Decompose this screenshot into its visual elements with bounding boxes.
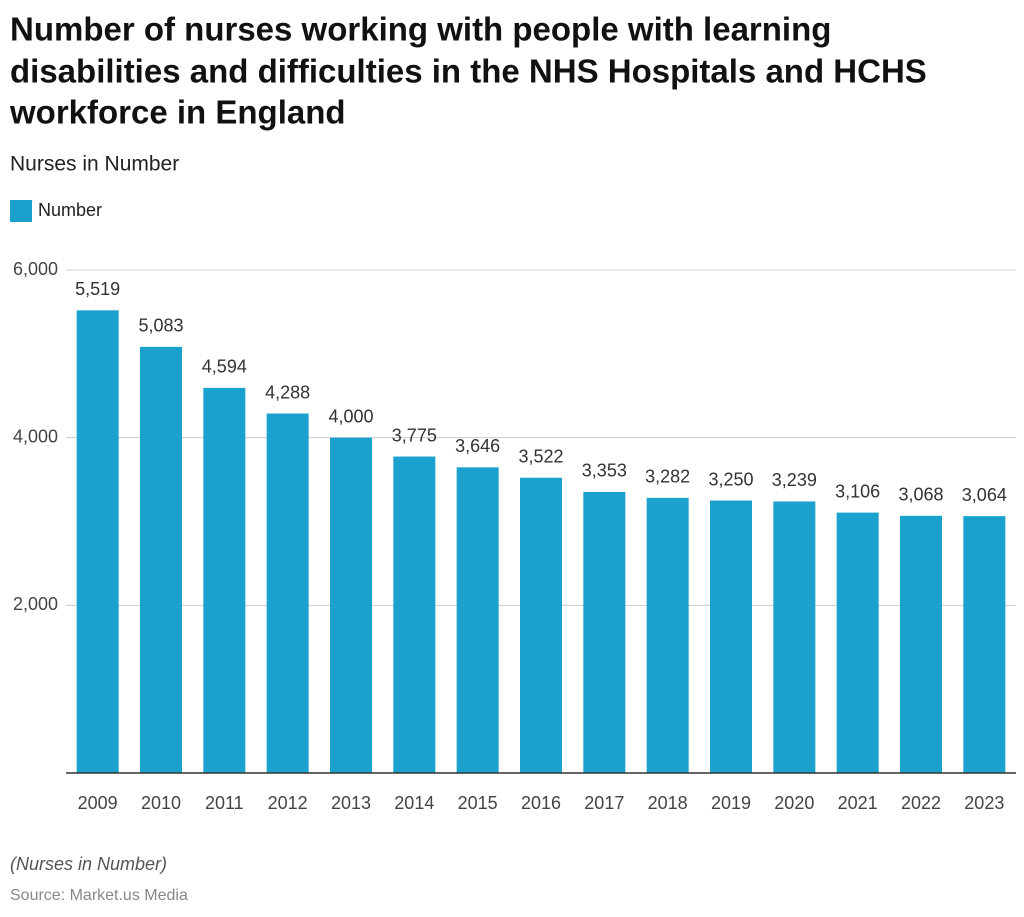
- bar: [646, 497, 689, 773]
- bar: [76, 310, 119, 773]
- x-tick-label: 2021: [838, 793, 878, 813]
- bar: [963, 516, 1006, 773]
- value-label: 3,646: [455, 436, 500, 456]
- value-label: 5,519: [75, 279, 120, 299]
- x-tick-label: 2011: [205, 793, 244, 813]
- x-tick-label: 2014: [394, 793, 434, 813]
- value-label: 3,106: [835, 481, 880, 501]
- x-tick-label: 2010: [141, 793, 181, 813]
- value-label: 3,068: [898, 485, 943, 505]
- y-tick-label: 4,000: [13, 426, 58, 446]
- footnote: (Nurses in Number): [10, 854, 167, 874]
- bar: [583, 491, 626, 773]
- value-label: 4,288: [265, 382, 310, 402]
- bar: [456, 467, 499, 773]
- value-label: 3,775: [392, 425, 437, 445]
- bar: [266, 413, 309, 773]
- x-tick-label: 2016: [521, 793, 561, 813]
- x-tick-label: 2009: [78, 793, 118, 813]
- y-tick-label: 2,000: [13, 594, 58, 614]
- value-label: 3,239: [772, 470, 817, 490]
- x-tick-label: 2019: [711, 793, 751, 813]
- bar: [710, 500, 752, 773]
- chart-title: Number of nurses working with people wit…: [10, 11, 831, 48]
- bar: [520, 477, 562, 773]
- legend-swatch: [10, 200, 32, 222]
- chart-title: workforce in England: [9, 94, 346, 131]
- value-label: 3,064: [962, 485, 1007, 505]
- value-label: 5,083: [138, 316, 183, 336]
- y-tick-label: 6,000: [13, 259, 58, 279]
- source: Source: Market.us Media: [10, 887, 188, 904]
- chart-title: disabilities and difficulties in the NHS…: [10, 53, 927, 90]
- x-tick-label: 2017: [584, 793, 624, 813]
- x-tick-label: 2013: [331, 793, 371, 813]
- value-label: 3,353: [582, 461, 627, 481]
- bar: [900, 515, 942, 773]
- value-label: 3,250: [708, 469, 753, 489]
- x-tick-label: 2023: [964, 793, 1004, 813]
- x-tick-label: 2015: [458, 793, 498, 813]
- x-tick-label: 2020: [774, 793, 814, 813]
- value-label: 4,000: [328, 406, 373, 426]
- bar: [836, 512, 879, 773]
- bar: [393, 456, 436, 773]
- chart-subtitle: Nurses in Number: [10, 153, 179, 176]
- bar: [140, 346, 182, 773]
- x-tick-label: 2012: [268, 793, 308, 813]
- value-label: 3,282: [645, 467, 690, 487]
- x-tick-label: 2018: [648, 793, 688, 813]
- value-label: 4,594: [202, 357, 247, 377]
- legend-label: Number: [38, 200, 102, 220]
- bar: [203, 387, 246, 773]
- x-tick-label: 2022: [901, 793, 941, 813]
- value-label: 3,522: [518, 446, 563, 466]
- bar: [773, 501, 816, 773]
- bar: [330, 437, 372, 773]
